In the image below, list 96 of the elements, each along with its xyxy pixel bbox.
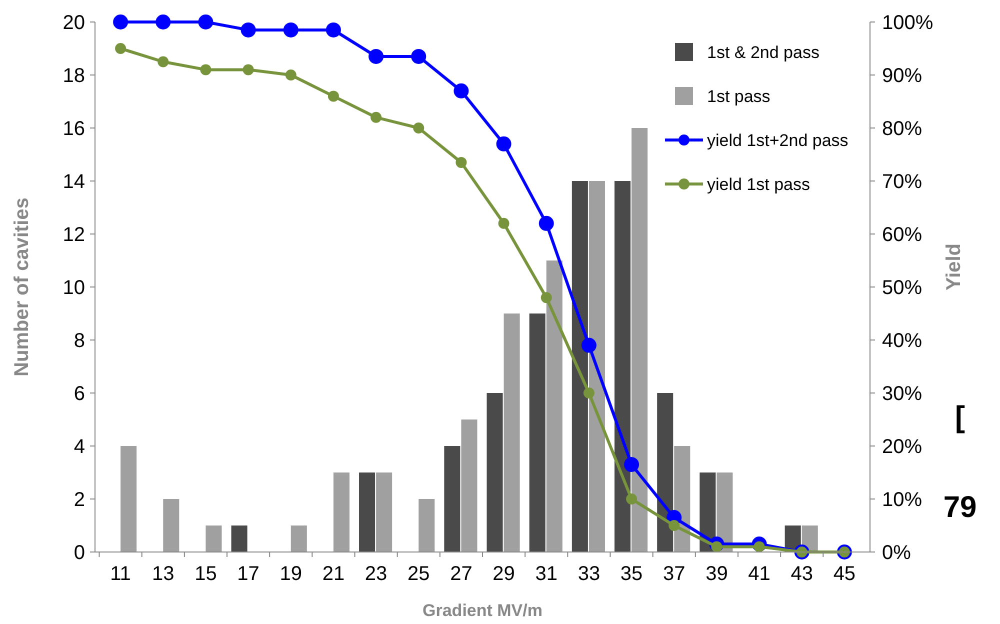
- legend-label: 1st pass: [707, 86, 770, 106]
- bar: [504, 314, 520, 552]
- point: [624, 457, 640, 472]
- bar: [546, 260, 562, 552]
- point: [538, 216, 554, 231]
- x-tick-label: 39: [706, 563, 728, 585]
- point: [283, 22, 298, 38]
- x-tick-label: 35: [620, 563, 643, 585]
- point: [581, 338, 596, 353]
- bar: [486, 393, 503, 552]
- y-tick-label: 10: [62, 277, 85, 299]
- bar: [418, 499, 435, 552]
- y-tick-label: 18: [62, 65, 85, 87]
- bar: [120, 446, 137, 552]
- point: [370, 112, 382, 123]
- point: [200, 64, 212, 76]
- point: [240, 22, 256, 38]
- x-tick-label: 37: [662, 563, 686, 585]
- y-tick-label: 20: [62, 12, 85, 34]
- y-tick-label: 14: [62, 171, 85, 193]
- bar: [444, 446, 460, 552]
- y2-tick-label: 40%: [882, 330, 922, 352]
- point: [540, 292, 552, 304]
- point: [328, 90, 339, 102]
- point: [498, 218, 510, 229]
- bar: [231, 526, 248, 552]
- x-tick-label: 19: [280, 563, 302, 585]
- y-tick-label: 8: [74, 330, 85, 352]
- text: [: [955, 401, 965, 434]
- point: [454, 83, 469, 98]
- legend-label: yield 1st+2nd pass: [707, 130, 848, 150]
- y-tick-label: 6: [74, 383, 85, 405]
- y2-tick-label: 30%: [882, 383, 922, 405]
- bar: [632, 128, 648, 552]
- bar: [359, 472, 376, 552]
- y-tick-label: 16: [62, 118, 85, 140]
- y2-tick-label: 50%: [882, 277, 922, 299]
- y-tick-label: 12: [62, 224, 85, 246]
- text: 79: [943, 491, 977, 524]
- bar: [657, 393, 674, 552]
- x-tick-label: 25: [408, 563, 430, 585]
- bar: [376, 472, 392, 552]
- y-tick-label: 0: [74, 542, 85, 564]
- point: [496, 136, 512, 152]
- y2-tick-label: 90%: [882, 65, 922, 87]
- x-tick-label: 45: [833, 563, 856, 585]
- point: [158, 56, 169, 68]
- x-tick-label: 33: [578, 563, 600, 585]
- x-tick-label: 23: [364, 563, 388, 585]
- x-tick-label: 13: [152, 563, 174, 585]
- y-axis-title: Number of cavities: [11, 198, 33, 376]
- x-axis-title: Gradient MV/m: [422, 601, 542, 620]
- y2-tick-label: 80%: [882, 118, 922, 140]
- point: [413, 122, 424, 134]
- x-tick-label: 27: [450, 563, 472, 585]
- x-tick-label: 21: [322, 563, 345, 585]
- legend-label: 1st & 2nd pass: [707, 42, 820, 62]
- bar: [572, 181, 588, 552]
- y2-tick-label: 0%: [882, 542, 912, 564]
- point: [242, 64, 254, 76]
- point: [198, 14, 214, 30]
- point: [115, 43, 126, 54]
- legend-label: yield 1st pass: [707, 174, 810, 194]
- x-tick-label: 17: [237, 563, 260, 585]
- bar: [163, 499, 180, 552]
- point: [456, 156, 467, 168]
- point: [668, 520, 680, 531]
- bar: [529, 314, 546, 552]
- y2-tick-label: 60%: [882, 224, 922, 246]
- point: [368, 48, 384, 64]
- x-tick-label: 15: [194, 563, 217, 585]
- point: [285, 70, 296, 80]
- y-tick-label: 4: [74, 436, 85, 458]
- bar: [588, 181, 605, 552]
- bar: [614, 181, 631, 552]
- bar: [290, 526, 307, 552]
- x-tick-label: 43: [790, 563, 813, 585]
- y2-tick-label: 20%: [882, 436, 922, 458]
- y2-tick-label: 70%: [882, 171, 922, 193]
- point: [113, 14, 128, 30]
- bar: [206, 526, 222, 552]
- y2-tick-label: 10%: [882, 489, 922, 511]
- x-tick-label: 29: [492, 563, 515, 585]
- x-tick-label: 41: [748, 563, 770, 585]
- y2-axis-title: Yield: [943, 243, 965, 291]
- point: [626, 494, 638, 504]
- point: [411, 48, 426, 64]
- bar: [461, 420, 478, 552]
- x-tick-label: 11: [110, 563, 131, 585]
- y2-tick-label: 100%: [882, 12, 934, 34]
- point: [326, 22, 341, 38]
- point: [583, 388, 594, 398]
- point: [156, 14, 171, 30]
- x-tick-label: 31: [535, 563, 558, 585]
- bar: [333, 472, 350, 552]
- y-tick-label: 2: [74, 489, 85, 511]
